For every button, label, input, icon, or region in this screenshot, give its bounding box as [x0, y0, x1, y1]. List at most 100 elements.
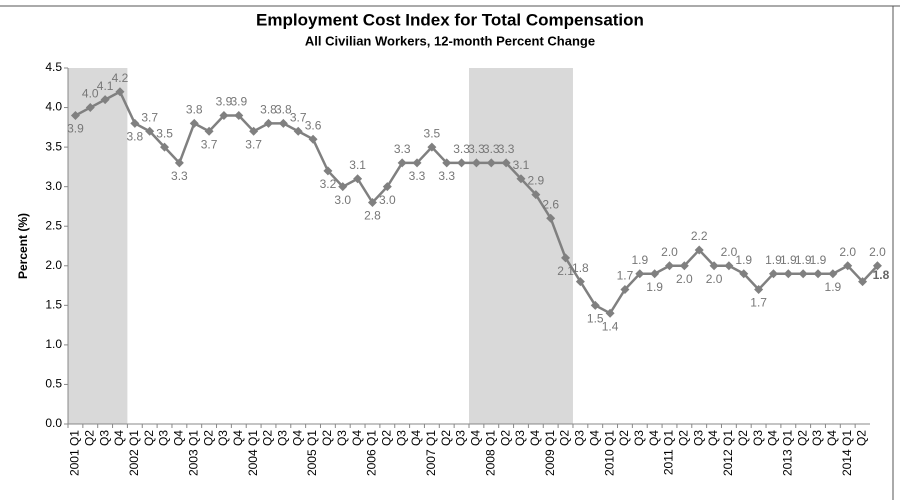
data-point [397, 158, 407, 168]
data-label: 2.0 [661, 245, 678, 259]
x-tick-label: Q2 [795, 430, 809, 446]
x-tick-label: Q4 [231, 430, 245, 446]
x-tick-label: 2007 Q1 [424, 430, 438, 476]
data-label: 1.9 [825, 280, 842, 294]
x-tick-label: Q2 [82, 430, 96, 446]
data-label: 2.9 [527, 174, 544, 188]
data-point [412, 158, 422, 168]
x-tick-label: 2006 Q1 [365, 430, 379, 476]
y-tick-label: 4.0 [45, 100, 62, 114]
data-point [650, 269, 660, 279]
y-tick-label: 3.5 [45, 139, 62, 153]
data-label: 1.4 [602, 319, 619, 333]
data-label: 1.9 [735, 253, 752, 267]
data-point [367, 197, 377, 207]
data-label: 3.3 [498, 142, 515, 156]
data-point [442, 158, 452, 168]
data-point [590, 300, 600, 310]
data-point [457, 158, 467, 168]
x-tick-label: Q2 [617, 430, 631, 446]
data-point [694, 245, 704, 255]
data-label: 3.6 [305, 118, 322, 132]
x-tick-label: 2002 Q1 [127, 430, 141, 476]
x-tick-label: Q3 [632, 430, 646, 446]
data-label: 1.8 [572, 261, 589, 275]
data-point [249, 126, 259, 136]
data-label: 3.1 [513, 158, 530, 172]
data-label: 3.3 [453, 142, 470, 156]
data-label: 3.9 [230, 95, 247, 109]
data-label: 2.0 [676, 272, 693, 286]
x-tick-label: Q4 [706, 430, 720, 446]
x-tick-label: 2011 Q1 [662, 430, 676, 475]
x-tick-label: Q2 [261, 430, 275, 446]
x-tick-label: Q2 [498, 430, 512, 446]
x-tick-label: Q2 [439, 430, 453, 446]
y-tick-label: 3.0 [45, 179, 62, 193]
data-label: 3.9 [216, 95, 233, 109]
data-label: 3.1 [349, 158, 366, 172]
x-tick-label: Q4 [290, 430, 304, 446]
data-point [338, 182, 348, 192]
data-point [160, 142, 170, 152]
x-tick-label: Q3 [751, 430, 765, 446]
data-point [754, 285, 764, 295]
data-label: 3.7 [245, 137, 262, 151]
data-point [858, 277, 868, 287]
data-label: 3.0 [334, 193, 351, 207]
x-tick-label: Q2 [558, 430, 572, 446]
x-tick-label: Q4 [469, 430, 483, 446]
data-label: 3.7 [141, 110, 158, 124]
data-label: 3.5 [156, 126, 173, 140]
x-tick-label: Q4 [350, 430, 364, 446]
shaded-period [68, 68, 128, 424]
data-point [219, 110, 229, 120]
data-point [278, 118, 288, 128]
data-label: 1.9 [765, 253, 782, 267]
data-point [382, 182, 392, 192]
data-point [145, 126, 155, 136]
data-point [189, 118, 199, 128]
x-tick-label: Q4 [587, 430, 601, 446]
x-tick-label: 2013 Q1 [780, 430, 794, 476]
data-point [323, 166, 333, 176]
data-point [204, 126, 214, 136]
data-point [308, 134, 318, 144]
data-label: 3.3 [483, 142, 500, 156]
data-point [709, 261, 719, 271]
chart-subtitle: All Civilian Workers, 12-month Percent C… [305, 33, 595, 48]
y-tick-label: 2.5 [45, 218, 62, 232]
data-point [353, 174, 363, 184]
x-tick-label: Q2 [320, 430, 334, 446]
x-tick-label: Q3 [691, 430, 705, 446]
data-label: 3.8 [260, 103, 277, 117]
data-label: 1.5 [587, 312, 604, 326]
x-tick-label: Q4 [825, 430, 839, 446]
data-label: 4.1 [97, 79, 114, 93]
data-label: 3.5 [424, 126, 441, 140]
x-tick-label: Q3 [157, 430, 171, 446]
data-point [130, 118, 140, 128]
x-tick-label: Q4 [112, 430, 126, 446]
data-label: 4.0 [82, 87, 99, 101]
x-tick-label: Q3 [810, 430, 824, 446]
data-point [486, 158, 496, 168]
data-label: 2.0 [706, 272, 723, 286]
data-point [843, 261, 853, 271]
data-label: 2.0 [839, 245, 856, 259]
data-point [872, 261, 882, 271]
y-tick-label: 2.0 [45, 258, 62, 272]
data-label: 3.3 [171, 169, 188, 183]
x-tick-label: Q3 [335, 430, 349, 446]
data-label: 1.9 [646, 280, 663, 294]
x-tick-label: Q2 [736, 430, 750, 446]
data-point [605, 308, 615, 318]
data-point [516, 174, 526, 184]
x-tick-label: Q2 [379, 430, 393, 446]
data-point [798, 269, 808, 279]
data-label: 3.0 [379, 193, 396, 207]
data-point [115, 87, 125, 97]
data-point [174, 158, 184, 168]
x-tick-label: 2005 Q1 [305, 430, 319, 476]
